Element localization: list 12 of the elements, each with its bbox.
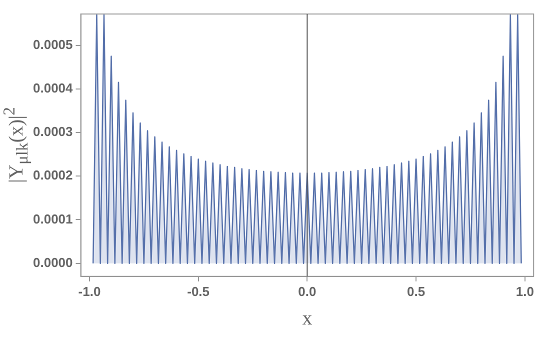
x-axis-title: x (302, 307, 312, 330)
x-tick-label: 0.5 (407, 284, 426, 299)
y-tick-label: 0.0002 (32, 168, 73, 183)
y-tick-label: 0.0004 (32, 80, 74, 96)
y-tick-label: 0.0000 (32, 254, 73, 270)
x-tick-label: -0.5 (187, 284, 210, 299)
y-tick-label: 0.0001 (32, 211, 73, 226)
x-tick-label: -1.0 (78, 284, 101, 299)
y-tick-label: 0.0005 (32, 36, 73, 52)
y-tick-label: 0.0003 (32, 124, 73, 140)
x-tick-label: 0.0 (298, 284, 316, 299)
x-tick-label: 1.0 (516, 284, 534, 299)
